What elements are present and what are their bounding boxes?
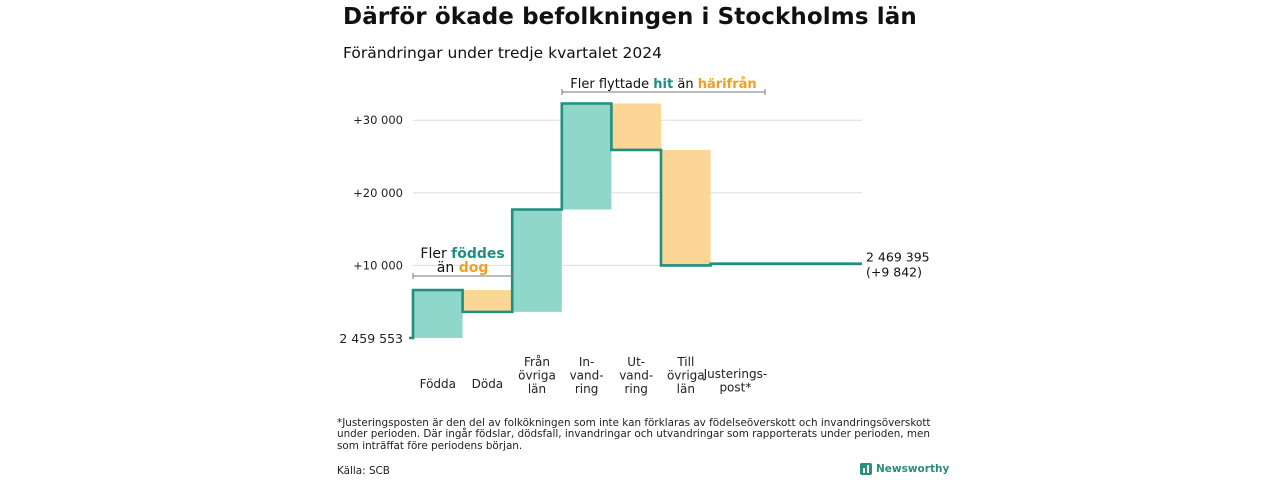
- end-change-label: (+9 842): [866, 265, 922, 280]
- y-tick-label: +30 000: [353, 113, 403, 127]
- bar-döda: [462, 290, 513, 312]
- bar-chart-icon: [860, 463, 872, 475]
- y-tick-label: +10 000: [353, 258, 403, 272]
- bar-från-övriga-län: [512, 209, 562, 312]
- chart-subtitle: Förändringar under tredje kvartalet 2024: [343, 44, 662, 62]
- category-label: In-vand-ring: [570, 355, 604, 396]
- waterfall-chart: +10 000 +20 000 +30 000 2 459 553 2 469 395(…: [339, 77, 930, 396]
- bar-födda: [413, 290, 463, 338]
- y-tick-label: +20 000: [353, 186, 403, 200]
- bar-till-övriga-län: [661, 149, 711, 266]
- annotation-births-line1: Fler föddes: [420, 246, 504, 262]
- source-label: Källa: SCB: [337, 465, 390, 477]
- annotation-births-line2: än dog: [437, 260, 489, 276]
- category-label: Döda: [472, 377, 504, 391]
- category-label: Ut-vand-ring: [619, 355, 653, 396]
- end-value-label: 2 469 395: [866, 250, 930, 265]
- bar-invandring: [561, 103, 612, 210]
- bar-utvandring: [611, 103, 661, 150]
- logo-text: Newsworthy: [876, 463, 950, 475]
- category-label: Till övriga län: [667, 355, 705, 396]
- category-label: Justerings-post*: [703, 367, 768, 395]
- category-label: Från övriga län: [518, 355, 556, 396]
- footnote: *Justeringsposten är den del av folkökni…: [337, 417, 931, 452]
- cumulative-step-line: [409, 102, 862, 340]
- baseline-label: 2 459 553: [339, 331, 403, 346]
- newsworthy-logo: Newsworthy: [860, 463, 949, 475]
- category-label: Födda: [420, 377, 456, 391]
- annotation-migration: Fler flyttade hit än härifrån: [570, 77, 756, 92]
- chart-title: Därför ökade befolkningen i Stockholms l…: [343, 4, 917, 30]
